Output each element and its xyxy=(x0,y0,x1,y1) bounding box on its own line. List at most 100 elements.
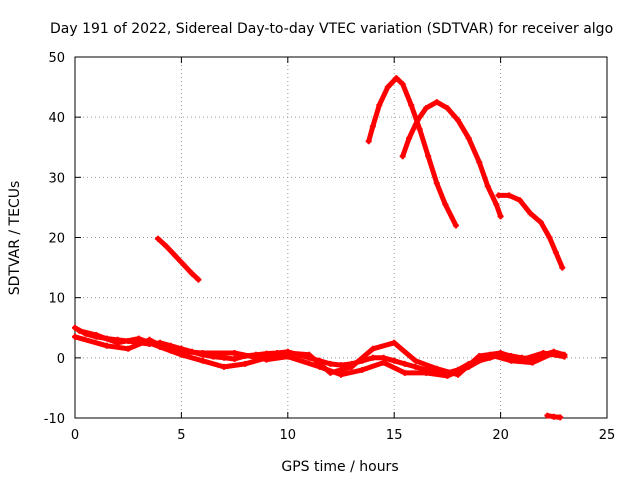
y-tick-label: 50 xyxy=(48,51,65,66)
data-point xyxy=(338,371,344,378)
series-group xyxy=(72,75,568,421)
data-point xyxy=(508,357,515,364)
data-point xyxy=(369,123,376,130)
data-point xyxy=(423,369,430,376)
data-point xyxy=(195,276,202,283)
ticks: 0 5 10 15 20 25 -10 0 10 20 30 40 50 xyxy=(44,51,616,443)
data-point xyxy=(380,359,387,366)
data-point xyxy=(550,413,557,420)
data-point xyxy=(423,105,430,112)
data-point xyxy=(544,412,551,419)
data-point xyxy=(399,81,406,88)
data-point xyxy=(376,102,383,109)
x-tick-label: 15 xyxy=(386,428,403,443)
data-point xyxy=(172,252,178,259)
data-point xyxy=(455,117,461,124)
data-point xyxy=(442,201,449,208)
data-point xyxy=(199,350,206,356)
data-point xyxy=(538,219,544,226)
data-point xyxy=(408,102,415,109)
data-point xyxy=(540,350,547,356)
data-point xyxy=(384,84,391,91)
data-point xyxy=(327,360,334,367)
data-point xyxy=(338,362,344,369)
data-point xyxy=(103,342,110,349)
data-point xyxy=(529,359,536,366)
data-point xyxy=(506,192,513,199)
series-arc-upper-2 xyxy=(400,99,504,219)
chart-title: Day 191 of 2022, Sidereal Day-to-day VTE… xyxy=(50,21,613,37)
data-point xyxy=(231,350,238,356)
data-point xyxy=(180,261,187,268)
x-tick-label: 10 xyxy=(280,428,297,443)
data-point xyxy=(93,332,100,338)
data-point xyxy=(444,105,451,112)
data-point xyxy=(412,363,419,370)
data-point xyxy=(167,347,174,354)
data-point xyxy=(557,414,564,421)
data-point xyxy=(199,357,206,364)
data-point xyxy=(497,350,504,356)
x-tick-label: 0 xyxy=(71,428,79,443)
data-point xyxy=(72,324,78,331)
data-point xyxy=(401,360,408,367)
data-point xyxy=(263,356,270,363)
data-point xyxy=(231,356,238,362)
data-point xyxy=(495,192,502,199)
x-tick-label: 25 xyxy=(599,428,616,443)
data-point xyxy=(391,339,398,346)
data-point xyxy=(391,357,398,364)
data-point xyxy=(221,363,227,370)
data-point xyxy=(561,353,568,360)
data-point xyxy=(493,201,500,208)
data-point xyxy=(476,353,483,359)
data-point xyxy=(369,345,376,352)
data-point xyxy=(546,234,553,241)
data-point xyxy=(425,153,432,160)
data-point xyxy=(497,213,504,220)
x-axis-label: GPS time / hours xyxy=(281,459,398,475)
y-tick-label: 20 xyxy=(48,232,65,247)
data-point xyxy=(163,243,170,250)
data-point xyxy=(146,336,153,343)
data-point xyxy=(516,197,523,204)
data-point xyxy=(365,138,372,145)
series-arc-upper-1 xyxy=(366,75,459,228)
grid xyxy=(75,57,607,418)
data-point xyxy=(135,335,142,342)
data-point xyxy=(552,249,559,256)
data-point xyxy=(433,99,440,106)
data-point xyxy=(393,75,400,82)
data-point xyxy=(306,351,313,358)
y-tick-label: 40 xyxy=(48,111,65,126)
y-tick-label: 10 xyxy=(48,292,65,307)
data-point xyxy=(465,135,472,142)
data-point xyxy=(221,354,227,361)
data-point xyxy=(369,354,376,361)
data-point xyxy=(401,369,408,376)
y-tick-label: 0 xyxy=(57,352,65,367)
data-point xyxy=(416,126,423,133)
data-point xyxy=(487,351,493,358)
data-point xyxy=(559,264,566,271)
data-point xyxy=(359,366,366,373)
data-point xyxy=(527,210,534,217)
data-point xyxy=(406,135,413,142)
x-tick-label: 20 xyxy=(492,428,509,443)
data-point xyxy=(412,357,419,364)
data-point xyxy=(284,353,291,360)
data-point xyxy=(155,235,161,242)
data-point xyxy=(444,372,451,379)
data-point xyxy=(189,270,195,277)
y-tick-label: -10 xyxy=(44,412,65,427)
data-point xyxy=(476,159,483,166)
data-point xyxy=(414,117,421,124)
x-tick-label: 5 xyxy=(177,428,185,443)
data-point xyxy=(72,333,78,340)
data-point xyxy=(316,363,323,370)
y-axis-label: SDTVAR / TECUs xyxy=(7,181,23,296)
data-point xyxy=(484,183,491,190)
series-arc-upper-3 xyxy=(496,192,565,271)
data-point xyxy=(399,153,406,160)
